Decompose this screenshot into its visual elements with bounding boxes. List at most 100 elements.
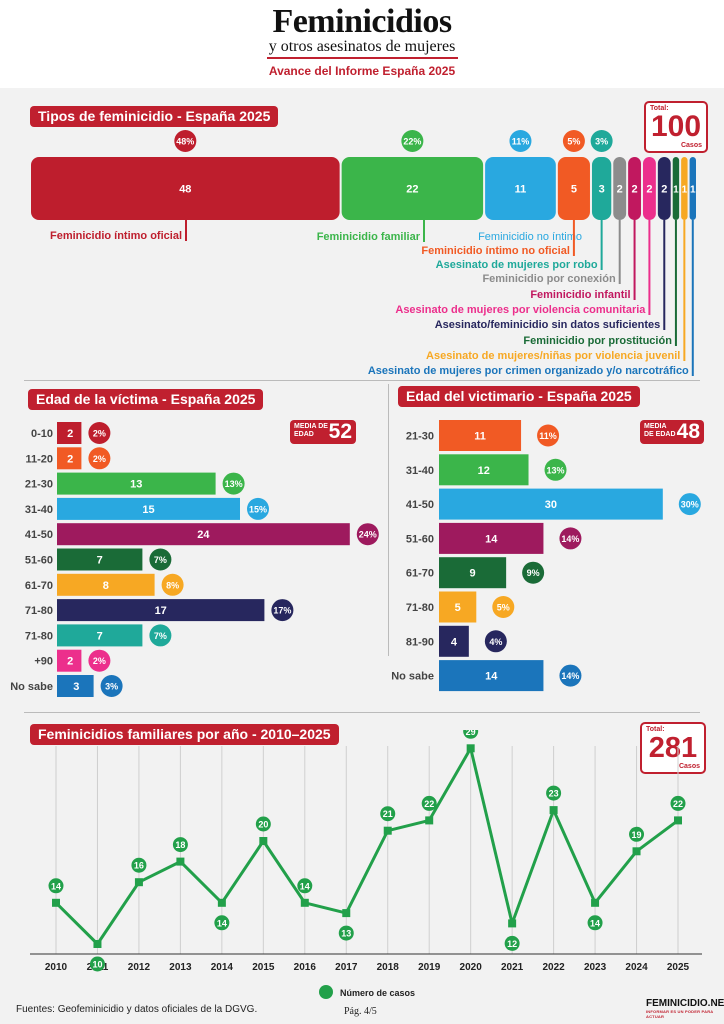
- media-label: MEDIA DE EDAD: [644, 423, 676, 438]
- total-value: 281: [648, 732, 698, 764]
- stacked-bar-segment: [31, 157, 340, 220]
- data-value-label: 10: [92, 960, 102, 970]
- segment-value-label: 3: [599, 184, 605, 196]
- data-point: [134, 878, 143, 887]
- data-point: [342, 909, 351, 918]
- report-edition: Avance del Informe España 2025: [268, 64, 456, 78]
- value-badge: [421, 795, 437, 811]
- bar-value-label: 13: [130, 479, 142, 491]
- x-tick-label: 2016: [294, 962, 317, 973]
- value-badge: [504, 935, 520, 951]
- data-value-label: 22: [673, 799, 683, 809]
- bar-value-label: 15: [142, 504, 154, 516]
- segment-value-label: 11: [515, 184, 527, 196]
- media-label: MEDIA DE EDAD: [294, 423, 328, 438]
- total-unit: Casos: [680, 142, 702, 149]
- x-tick-label: 2012: [128, 962, 151, 973]
- percent-badge: [247, 497, 269, 520]
- age-bar: [57, 675, 94, 697]
- x-tick-label: 2025: [667, 962, 690, 973]
- data-point: [259, 837, 268, 845]
- age-bar: [439, 660, 544, 692]
- category-label: Asesinato/feminicidio sin datos suficien…: [435, 319, 661, 331]
- bar-value-label: 17: [155, 605, 167, 617]
- data-value-label: 16: [134, 861, 144, 871]
- percent-label: 30%: [681, 500, 699, 510]
- bar-value-label: 2: [67, 453, 73, 465]
- age-bar: [439, 454, 529, 486]
- age-bar: [439, 625, 469, 657]
- percent-badge: [161, 573, 184, 596]
- stacked-bar-segment: [591, 157, 612, 220]
- familiares-line-chart: 2010201120122013201420152016201720182019…: [30, 730, 702, 999]
- series-line: [54, 746, 679, 946]
- value-badge: [546, 785, 562, 801]
- value-badge: [255, 816, 271, 832]
- stacked-bar-segment: [613, 157, 627, 220]
- data-point: [632, 847, 641, 856]
- x-tick-label: 2015: [252, 962, 275, 973]
- bar-value-label: 2: [67, 428, 73, 440]
- x-tick-label: 2020: [460, 962, 483, 973]
- age-range-label: 61-70: [25, 580, 53, 592]
- percent-badge: [522, 561, 545, 584]
- percent-label: 5%: [567, 137, 580, 147]
- percent-badge: [559, 664, 582, 687]
- age-bar: [57, 523, 350, 546]
- data-point: [217, 898, 226, 907]
- data-value-label: 19: [632, 830, 642, 840]
- segment-value-label: 2: [631, 184, 637, 196]
- section-title-victimario: Edad del victimario - España 2025: [398, 386, 640, 407]
- stacked-bar-segment: [557, 157, 590, 220]
- total-value: 100: [650, 110, 702, 143]
- percent-badge: [149, 548, 172, 571]
- age-range-label: 51-60: [406, 533, 434, 545]
- category-label: Feminicidio íntimo no oficial: [421, 245, 570, 257]
- segment-value-label: 22: [406, 184, 418, 196]
- age-bar: [439, 557, 507, 589]
- percent-badge: [88, 649, 111, 672]
- value-badge: [48, 878, 64, 894]
- percent-label: 2%: [93, 656, 106, 666]
- percent-badge: [562, 130, 585, 152]
- stacked-bar-segment: [681, 157, 688, 220]
- data-value-label: 23: [549, 789, 559, 799]
- bar-value-label: 9: [470, 568, 476, 580]
- media-value: 52: [328, 420, 352, 443]
- stacked-bar-segment: [341, 157, 484, 220]
- victima-bar-chart: 0-10 2 2% 11-20 2 2% 21-30 13 13% 31-40 15 15% 41-50…: [10, 422, 379, 697]
- data-point: [508, 919, 517, 928]
- report-header: Feminicidios y otros asesinatos de mujer…: [0, 0, 724, 88]
- age-range-label: 51-60: [25, 555, 53, 567]
- percent-badge: [590, 130, 613, 152]
- percent-label: 2%: [93, 454, 106, 464]
- stacked-bar-segment: [672, 157, 680, 220]
- age-range-label: 61-70: [406, 568, 434, 580]
- brand-logo: FEMINICIDIO.NET INFORMAR ES UN PODER PAR…: [646, 998, 724, 1019]
- x-tick-label: 2022: [542, 962, 565, 973]
- data-value-label: 20: [258, 820, 268, 830]
- percent-label: 13%: [225, 479, 243, 489]
- percent-label: 48%: [176, 137, 194, 147]
- age-range-label: 31-40: [406, 465, 434, 477]
- bar-value-label: 12: [478, 465, 490, 477]
- category-label: Feminicidio infantil: [530, 289, 630, 301]
- age-bar: [57, 573, 155, 596]
- age-range-label: +90: [34, 656, 53, 668]
- percent-label: 24%: [359, 530, 377, 540]
- percent-badge: [559, 527, 582, 550]
- age-bar: [57, 624, 143, 647]
- value-badge: [338, 925, 354, 941]
- stacked-bar-segment: [628, 157, 641, 220]
- percent-label: 2%: [93, 429, 106, 439]
- percent-label: 14%: [561, 534, 579, 544]
- total-label: Total:: [650, 105, 669, 112]
- media-edad-victimario: MEDIA DE EDAD 48: [640, 420, 704, 444]
- segment-value-label: 2: [661, 184, 667, 196]
- data-point: [52, 898, 60, 907]
- section-title-victima: Edad de la víctima - España 2025: [28, 389, 264, 410]
- media-edad-victima: MEDIA DE EDAD 52: [290, 420, 356, 444]
- x-tick-label: 2018: [377, 962, 400, 973]
- value-badge: [297, 878, 313, 894]
- age-range-label: 41-50: [25, 529, 53, 541]
